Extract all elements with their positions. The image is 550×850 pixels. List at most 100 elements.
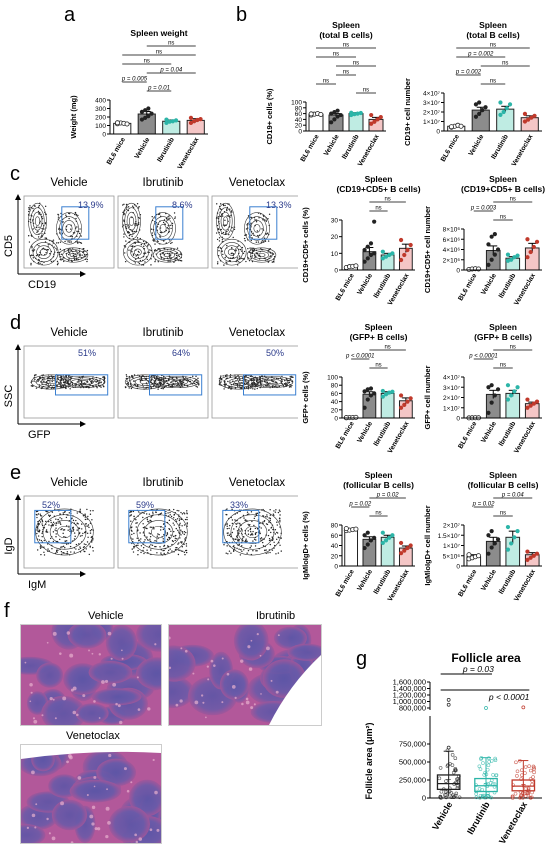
flow-event — [253, 517, 256, 520]
flow-event — [31, 247, 33, 249]
flow-event — [263, 237, 266, 239]
flow-event — [56, 380, 58, 382]
flow-event — [258, 254, 261, 256]
tissue-speck — [205, 716, 207, 719]
flow-event — [172, 522, 174, 524]
flow-event — [170, 242, 172, 245]
flow-contour — [56, 212, 82, 245]
flow-event — [277, 552, 280, 554]
flow-event — [254, 545, 257, 547]
flow-contour — [164, 378, 189, 386]
flow-event — [265, 552, 267, 555]
flow-gate — [61, 206, 90, 240]
flow-event — [143, 242, 146, 245]
data-point — [405, 247, 410, 253]
flow-contour — [129, 508, 188, 556]
flow-event — [276, 538, 278, 541]
flow-contour — [62, 220, 76, 237]
flow-event — [76, 226, 78, 228]
significance-label: p = 0.02 — [472, 502, 496, 508]
data-point — [505, 524, 511, 530]
flow-event — [152, 239, 154, 241]
box — [474, 777, 498, 793]
tissue-speck — [175, 703, 179, 707]
data-point — [188, 115, 194, 120]
data-point — [515, 385, 520, 390]
flow-event — [57, 375, 59, 377]
flow-event — [160, 512, 163, 514]
flow-event — [55, 527, 57, 529]
data-point — [329, 120, 334, 125]
flow-event — [247, 530, 249, 532]
flow-event — [160, 257, 163, 259]
flow-event — [138, 262, 141, 265]
flow-event — [146, 245, 149, 247]
flow-event — [37, 380, 39, 383]
flow-event — [179, 524, 181, 526]
follicle — [75, 703, 109, 724]
flow-contour — [156, 220, 170, 237]
data-point — [398, 405, 404, 410]
flow-event — [226, 532, 228, 534]
flow-event — [156, 538, 158, 540]
tissue-speck — [70, 841, 74, 843]
flow-y-axis-label: SSC — [3, 385, 15, 408]
flow-event — [84, 518, 87, 521]
x-tick-label: Vehicle — [480, 568, 498, 592]
flow-event — [169, 514, 171, 516]
data-point — [398, 551, 404, 556]
flow-event — [242, 252, 245, 255]
data-point — [513, 791, 518, 796]
flow-event — [181, 530, 183, 533]
flow-event — [176, 518, 179, 520]
histology-image-ibrutinib — [168, 624, 322, 726]
flow-event — [252, 534, 254, 536]
flow-event — [67, 529, 69, 531]
flow-event — [138, 375, 141, 377]
flow-event — [28, 208, 30, 211]
flow-contour — [218, 207, 233, 236]
flow-event — [59, 241, 62, 243]
flow-event — [126, 383, 128, 385]
flow-event — [76, 230, 78, 233]
flow-event — [272, 260, 275, 263]
flow-contour — [150, 212, 176, 245]
data-point — [486, 794, 491, 798]
flow-event — [222, 253, 224, 256]
flow-event — [241, 528, 243, 531]
data-point — [352, 112, 357, 117]
flow-event — [184, 518, 187, 521]
flow-event — [57, 549, 59, 551]
flow-event — [173, 508, 175, 511]
flow-event — [272, 380, 274, 383]
flow-event — [148, 513, 151, 515]
flow-event — [127, 381, 129, 384]
data-point — [455, 777, 459, 782]
data-point — [534, 239, 540, 244]
flow-plot-title: Venetoclax — [229, 177, 286, 189]
flow-contour — [122, 202, 141, 240]
flow-event — [235, 523, 237, 525]
flow-event — [60, 253, 63, 255]
flow-event — [186, 510, 188, 512]
flow-event — [76, 241, 79, 243]
tissue-speck — [98, 653, 101, 656]
significance-label: ns — [323, 79, 329, 85]
data-point — [380, 530, 385, 535]
flow-event — [62, 545, 65, 548]
flow-contour — [65, 377, 100, 387]
flow-event — [277, 511, 280, 514]
flow-plot — [23, 345, 115, 419]
y-tick-label: 300 — [95, 106, 106, 113]
chart-follicle-area: Follicle area800,0001,000,0001,200,0001,… — [364, 651, 542, 846]
flow-event — [179, 537, 181, 539]
flow-event — [241, 382, 243, 384]
flow-event — [100, 386, 102, 388]
flow-event — [149, 533, 152, 535]
data-point — [398, 540, 404, 546]
data-point — [509, 393, 514, 398]
chart-title: Spleen — [489, 322, 517, 332]
flow-event — [72, 519, 75, 522]
flow-event — [37, 261, 40, 264]
flow-event — [127, 383, 129, 385]
